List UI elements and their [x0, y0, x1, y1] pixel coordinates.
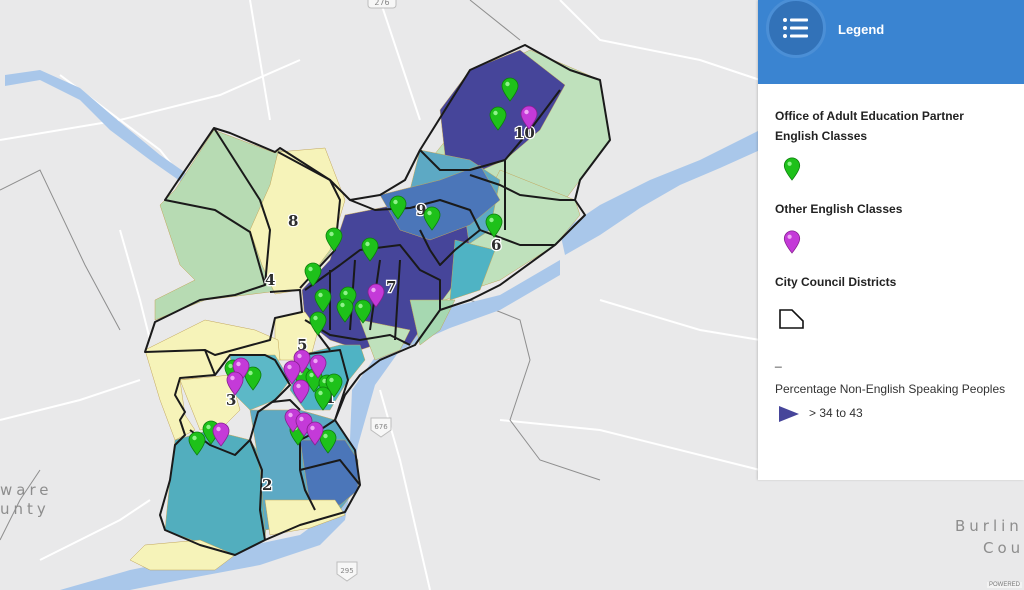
district-boundary-4-5: [204, 289, 303, 356]
place-label-burlington-county: Cou: [983, 539, 1024, 557]
delaware-river-south: [60, 260, 560, 590]
legend-label-choropleth: Percentage Non-English Speaking Peoples: [775, 382, 1006, 396]
district-boundary-3: [189, 354, 291, 456]
highway-shield-295: 295: [336, 561, 358, 582]
polygon-outline-icon: [779, 309, 804, 329]
highway-shield-676: 676: [370, 417, 392, 438]
tract-fishtown-green: [359, 319, 411, 361]
legend-class-label: > 34 to 43: [809, 406, 863, 420]
schuylkill-river: [5, 70, 210, 195]
legend-separator: _: [775, 354, 782, 368]
basemap-county-lines: [0, 0, 601, 541]
legend-section-other-classes: Other English Classes: [758, 199, 1024, 260]
svg-text:676: 676: [374, 423, 388, 431]
list-icon: [783, 18, 808, 38]
class-swatch-icon: [779, 406, 799, 422]
legend-label-council-districts: City Council Districts: [775, 275, 897, 289]
tract-southwest-yellow: [179, 374, 241, 431]
purple-pin-icon: [783, 230, 801, 254]
delaware-river: [560, 130, 760, 255]
tract-south-yellow: [264, 499, 346, 536]
district-label-4: 4: [265, 271, 275, 289]
district-boundary-8: [213, 127, 341, 289]
district-boundary-outer: [144, 44, 611, 556]
legend-toggle-button[interactable]: [766, 0, 826, 58]
district-label-6: 6: [491, 236, 501, 254]
legend-class-row: > 34 to 43: [775, 403, 1008, 423]
svg-text:295: 295: [340, 567, 353, 575]
district-label-7: 7: [386, 278, 396, 296]
tract-district8-interior: [249, 147, 346, 295]
district-boundary-2: [249, 439, 361, 541]
legend-section-oae-classes: Office of Adult Education Partner Englis…: [758, 106, 1024, 187]
svg-text:276: 276: [374, 0, 389, 7]
place-label-county: unty: [0, 500, 50, 518]
legend-label-oae-classes: Office of Adult Education Partner Englis…: [775, 109, 964, 143]
place-label-burlington: Burlin: [955, 517, 1023, 535]
district-boundary-10: [419, 89, 575, 201]
tract-lower-northeast: [379, 164, 501, 241]
district-label-5: 5: [297, 336, 307, 354]
district-label-8: 8: [288, 212, 298, 230]
legend-header: Legend: [758, 0, 1024, 84]
legend-section-choropleth: Percentage Non-English Speaking Peoples …: [758, 379, 1024, 423]
green-pin-icon: [783, 157, 801, 181]
legend-section-council-districts: City Council Districts: [758, 272, 1024, 337]
legend-title: Legend: [838, 22, 885, 37]
highway-shield-276: 276: [367, 0, 397, 9]
legend-label-other-classes: Other English Classes: [775, 202, 903, 216]
legend-panel: Legend Office of Adult Education Partner…: [758, 0, 1024, 480]
map-credit: POWERED: [986, 582, 1022, 588]
district-label-2: 2: [262, 476, 272, 494]
district-label-10: 10: [514, 124, 535, 142]
tract-teal-kensington: [449, 239, 496, 301]
council-district-boundaries: [144, 44, 611, 556]
place-label-delaware-county: ware: [0, 481, 53, 499]
